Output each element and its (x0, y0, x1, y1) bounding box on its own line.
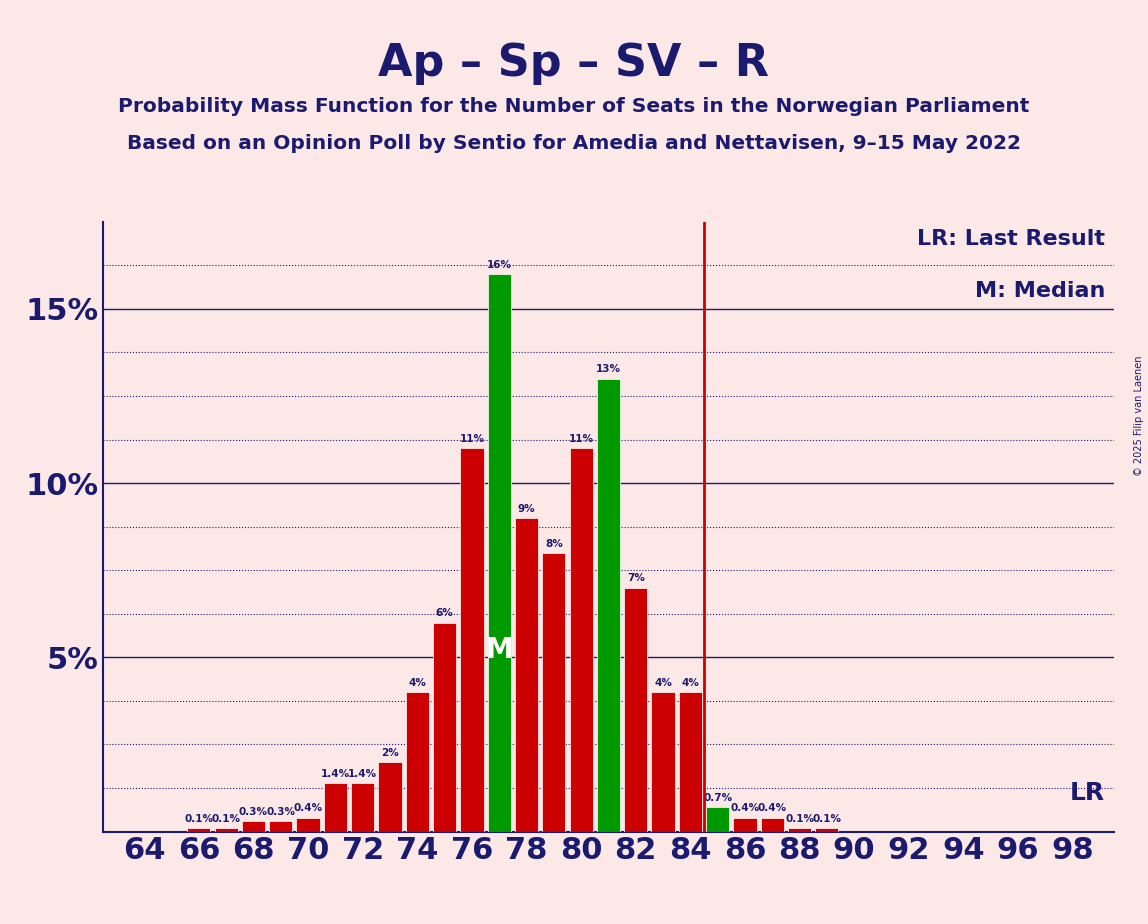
Text: 0.4%: 0.4% (758, 804, 786, 813)
Bar (351, 783, 374, 832)
Text: 2%: 2% (381, 748, 398, 758)
Bar (215, 828, 238, 832)
Text: LR: LR (1070, 782, 1106, 806)
Text: 9%: 9% (518, 504, 535, 514)
Text: Based on an Opinion Poll by Sentio for Amedia and Nettavisen, 9–15 May 2022: Based on an Opinion Poll by Sentio for A… (127, 134, 1021, 153)
Text: 4%: 4% (682, 678, 699, 688)
Text: 0.1%: 0.1% (185, 814, 214, 824)
Text: 13%: 13% (596, 364, 621, 374)
Text: Ap – Sp – SV – R: Ap – Sp – SV – R (379, 42, 769, 85)
Text: 1.4%: 1.4% (320, 769, 350, 779)
Bar (734, 818, 757, 832)
Bar (651, 692, 675, 832)
Bar (379, 762, 402, 832)
Bar (597, 379, 620, 832)
Text: 4%: 4% (409, 678, 426, 688)
Bar (515, 518, 538, 832)
Text: M: M (486, 637, 513, 664)
Bar (187, 828, 210, 832)
Bar (242, 821, 265, 832)
Text: 0.7%: 0.7% (703, 793, 732, 803)
Bar (569, 448, 592, 832)
Bar (433, 623, 456, 832)
Text: 11%: 11% (568, 434, 594, 444)
Bar (269, 821, 293, 832)
Text: M: Median: M: Median (975, 281, 1106, 301)
Bar (788, 828, 812, 832)
Text: 0.3%: 0.3% (239, 807, 267, 817)
Text: 0.1%: 0.1% (785, 814, 814, 824)
Bar (761, 818, 784, 832)
Text: Probability Mass Function for the Number of Seats in the Norwegian Parliament: Probability Mass Function for the Number… (118, 97, 1030, 116)
Text: 16%: 16% (487, 260, 512, 270)
Bar (405, 692, 429, 832)
Text: 0.4%: 0.4% (294, 804, 323, 813)
Bar (706, 808, 729, 832)
Bar (296, 818, 319, 832)
Text: 11%: 11% (459, 434, 484, 444)
Text: 1.4%: 1.4% (348, 769, 378, 779)
Text: 8%: 8% (545, 539, 563, 549)
Bar (324, 783, 347, 832)
Text: 0.1%: 0.1% (211, 814, 241, 824)
Text: 0.4%: 0.4% (730, 804, 760, 813)
Text: 6%: 6% (436, 608, 453, 618)
Bar (488, 274, 511, 832)
Text: 7%: 7% (627, 574, 645, 583)
Bar (678, 692, 701, 832)
Bar (460, 448, 483, 832)
Text: 4%: 4% (654, 678, 672, 688)
Bar (815, 828, 838, 832)
Text: © 2025 Filip van Laenen: © 2025 Filip van Laenen (1134, 356, 1143, 476)
Bar (625, 588, 647, 832)
Bar (542, 553, 566, 832)
Text: LR: Last Result: LR: Last Result (917, 229, 1106, 249)
Text: 0.1%: 0.1% (813, 814, 841, 824)
Text: 0.3%: 0.3% (266, 807, 295, 817)
